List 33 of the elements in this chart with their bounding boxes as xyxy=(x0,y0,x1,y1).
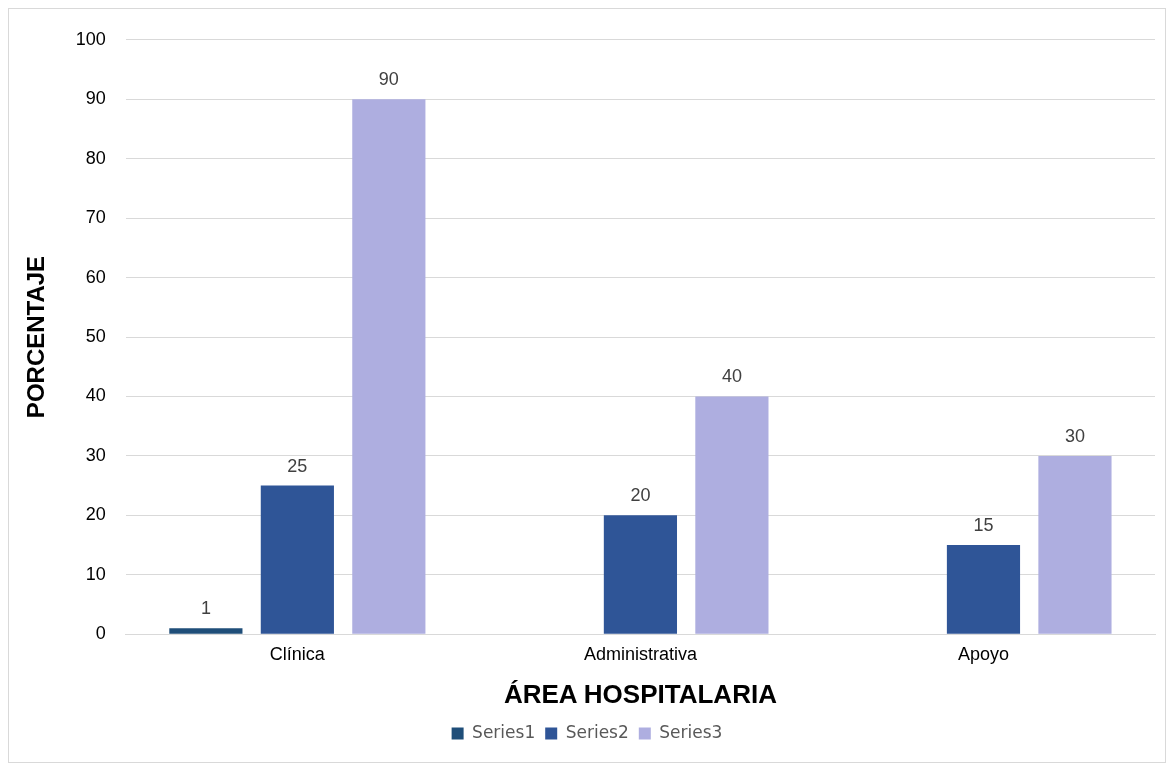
x-tick-label: Clínica xyxy=(269,643,326,664)
data-label: 30 xyxy=(1064,425,1085,446)
legend-label: Series3 xyxy=(659,721,723,742)
data-label: 40 xyxy=(721,366,742,387)
y-tick-label: 10 xyxy=(85,563,106,584)
y-axis-title: PORCENTAJE xyxy=(22,255,50,419)
bar xyxy=(946,545,1021,634)
y-tick-label: 0 xyxy=(95,623,106,644)
bar xyxy=(169,628,243,634)
x-tick-label: Administrativa xyxy=(583,643,698,664)
x-axis-title: ÁREA HOSPITALARIA xyxy=(503,678,778,709)
data-label: 1 xyxy=(200,598,211,619)
y-tick-label: 80 xyxy=(85,147,106,168)
y-tick-label: 60 xyxy=(85,266,106,287)
y-tick-label: 50 xyxy=(85,325,106,346)
bar xyxy=(1038,455,1112,634)
y-tick-label: 90 xyxy=(85,88,106,109)
bar xyxy=(260,485,334,634)
y-tick-label: 40 xyxy=(85,385,106,406)
legend-label: Series1 xyxy=(472,721,536,742)
data-label: 25 xyxy=(287,455,308,476)
bar xyxy=(352,99,426,634)
y-tick-label: 70 xyxy=(85,207,106,228)
bar xyxy=(695,396,769,634)
y-tick-label: 20 xyxy=(85,504,106,525)
data-label: 90 xyxy=(378,69,399,90)
data-label: 20 xyxy=(630,485,651,506)
legend-label: Series2 xyxy=(565,721,629,742)
y-tick-label: 100 xyxy=(75,28,106,49)
y-tick-label: 30 xyxy=(85,444,106,465)
x-tick-label: Apoyo xyxy=(957,643,1009,664)
bar xyxy=(603,515,678,634)
data-label: 15 xyxy=(973,515,994,536)
